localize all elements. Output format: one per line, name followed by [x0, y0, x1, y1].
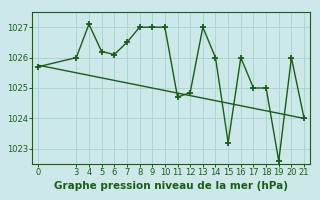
X-axis label: Graphe pression niveau de la mer (hPa): Graphe pression niveau de la mer (hPa) — [54, 181, 288, 191]
